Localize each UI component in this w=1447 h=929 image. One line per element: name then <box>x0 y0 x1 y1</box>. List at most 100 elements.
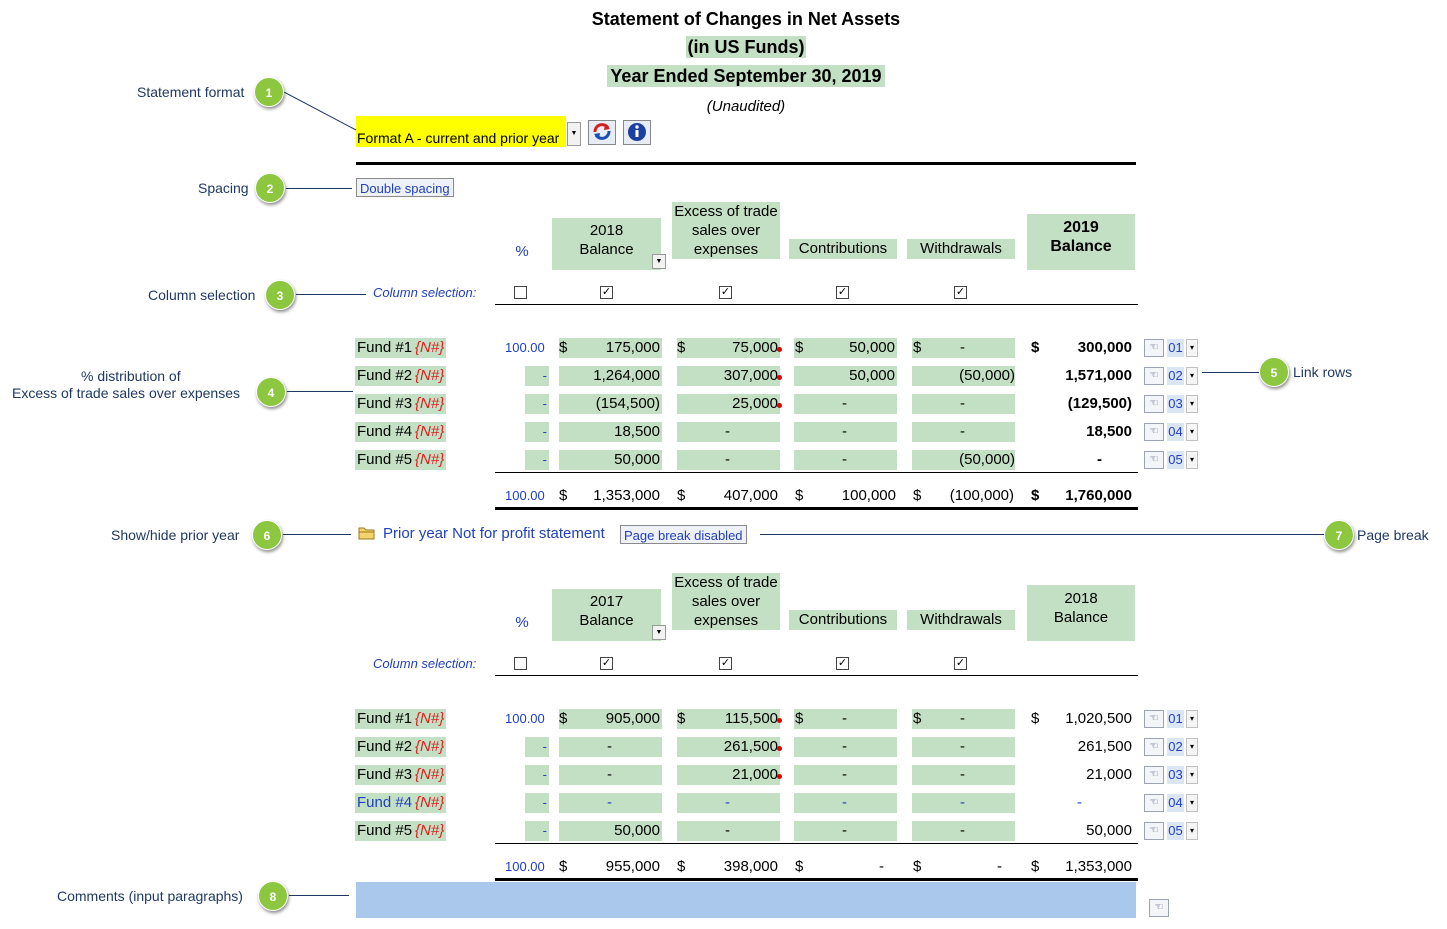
current-pct-cell[interactable]: 100.00 <box>505 340 545 355</box>
prior-link-dropdown[interactable]: ▾ <box>1186 710 1198 728</box>
current-opening-cell[interactable]: 1,264,000 <box>559 366 662 386</box>
current-excess-checkbox[interactable]: ✓ <box>719 286 732 299</box>
current-fund-label[interactable]: Fund #3 {N#} <box>355 394 447 414</box>
current-withdrawals-checkbox[interactable]: ✓ <box>954 286 967 299</box>
current-excess-cell[interactable]: 307,000 <box>677 366 780 386</box>
prior-excess-checkbox[interactable]: ✓ <box>719 657 732 670</box>
prior-fund-label[interactable]: Fund #4 {N#} <box>355 793 447 813</box>
current-withdrawals-cell[interactable]: (50,000) <box>912 450 1015 470</box>
prior-contributions-cell[interactable]: - <box>794 765 897 785</box>
prior-link-button[interactable]: ☜ <box>1144 794 1164 812</box>
current-contributions-cell[interactable]: - <box>794 450 897 470</box>
prior-link-button[interactable]: ☜ <box>1144 710 1164 728</box>
prior-withdrawals-checkbox[interactable]: ✓ <box>954 657 967 670</box>
prior-fund-label[interactable]: Fund #1 {N#} <box>355 709 447 729</box>
current-contributions-cell[interactable]: 50,000 <box>794 366 897 386</box>
current-opening-cell[interactable]: 175,000 <box>559 338 662 358</box>
prior-link-number[interactable]: 01 <box>1167 710 1184 728</box>
prior-link-number[interactable]: 05 <box>1167 822 1184 840</box>
current-link-number[interactable]: 02 <box>1167 367 1184 385</box>
prior-withdrawals-cell[interactable]: - <box>912 793 1015 813</box>
current-contributions-cell[interactable]: 50,000 <box>794 338 897 358</box>
current-pct-checkbox[interactable] <box>514 286 527 299</box>
page-break-button[interactable]: Page break disabled <box>620 525 747 544</box>
prior-link-number[interactable]: 04 <box>1167 794 1184 812</box>
current-link-dropdown[interactable]: ▾ <box>1186 423 1198 441</box>
prior-pct-cell[interactable]: - <box>525 737 549 757</box>
prior-withdrawals-cell[interactable]: - <box>912 737 1015 757</box>
prior-link-dropdown[interactable]: ▾ <box>1186 766 1198 784</box>
prior-opening-cell[interactable]: 50,000 <box>559 821 662 841</box>
comments-link-button[interactable]: ☜ <box>1149 899 1169 917</box>
prior-opening-checkbox[interactable]: ✓ <box>600 657 613 670</box>
prior-excess-cell[interactable]: - <box>677 793 780 813</box>
current-link-button[interactable]: ☜ <box>1144 423 1164 441</box>
current-opening-cell[interactable]: 50,000 <box>559 450 662 470</box>
prior-withdrawals-cell[interactable]: - <box>912 821 1015 841</box>
prior-contributions-cell[interactable]: - <box>794 793 897 813</box>
current-link-dropdown[interactable]: ▾ <box>1186 395 1198 413</box>
current-withdrawals-cell[interactable]: - <box>912 394 1015 414</box>
prior-link-button[interactable]: ☜ <box>1144 822 1164 840</box>
current-fund-label[interactable]: Fund #4 {N#} <box>355 422 447 442</box>
prior-pct-checkbox[interactable] <box>514 657 527 670</box>
current-link-button[interactable]: ☜ <box>1144 339 1164 357</box>
current-excess-cell[interactable]: 25,000 <box>677 394 780 414</box>
current-link-dropdown[interactable]: ▾ <box>1186 367 1198 385</box>
current-excess-cell[interactable]: 75,000 <box>677 338 780 358</box>
current-withdrawals-cell[interactable]: (50,000) <box>912 366 1015 386</box>
current-opening-cell[interactable]: (154,500) <box>559 394 662 414</box>
prior-opening-cell[interactable]: - <box>559 737 662 757</box>
prior-pct-cell[interactable]: - <box>525 821 549 841</box>
prior-link-number[interactable]: 03 <box>1167 766 1184 784</box>
current-link-dropdown[interactable]: ▾ <box>1186 339 1198 357</box>
prior-opening-cell[interactable]: 905,000 <box>559 709 662 729</box>
refresh-button[interactable] <box>588 120 616 145</box>
prior-opening-dropdown[interactable]: ▼ <box>652 625 666 640</box>
current-link-dropdown[interactable]: ▾ <box>1186 451 1198 469</box>
current-withdrawals-cell[interactable]: - <box>912 338 1015 358</box>
prior-contributions-cell[interactable]: - <box>794 737 897 757</box>
current-pct-cell[interactable]: - <box>525 366 549 386</box>
info-button[interactable] <box>623 120 651 145</box>
current-contributions-checkbox[interactable]: ✓ <box>836 286 849 299</box>
prior-pct-cell[interactable]: 100.00 <box>505 711 545 726</box>
current-pct-cell[interactable]: - <box>525 394 549 414</box>
prior-link-dropdown[interactable]: ▾ <box>1186 822 1198 840</box>
spacing-button[interactable]: Double spacing <box>356 178 454 197</box>
prior-fund-label[interactable]: Fund #5 {N#} <box>355 821 447 841</box>
prior-withdrawals-cell[interactable]: - <box>912 765 1015 785</box>
current-link-number[interactable]: 01 <box>1167 339 1184 357</box>
current-link-button[interactable]: ☜ <box>1144 395 1164 413</box>
current-link-button[interactable]: ☜ <box>1144 451 1164 469</box>
prior-link-number[interactable]: 02 <box>1167 738 1184 756</box>
prior-link-dropdown[interactable]: ▾ <box>1186 794 1198 812</box>
current-contributions-cell[interactable]: - <box>794 422 897 442</box>
current-link-number[interactable]: 05 <box>1167 451 1184 469</box>
current-pct-cell[interactable]: - <box>525 422 549 442</box>
current-link-number[interactable]: 04 <box>1167 423 1184 441</box>
current-excess-cell[interactable]: - <box>677 450 780 470</box>
prior-withdrawals-cell[interactable]: - <box>912 709 1015 729</box>
prior-link-button[interactable]: ☜ <box>1144 766 1164 784</box>
comments-input[interactable] <box>356 882 1136 918</box>
current-opening-cell[interactable]: 18,500 <box>559 422 662 442</box>
current-pct-cell[interactable]: - <box>525 450 549 470</box>
current-opening-checkbox[interactable]: ✓ <box>600 286 613 299</box>
prior-excess-cell[interactable]: - <box>677 821 780 841</box>
current-fund-label[interactable]: Fund #1 {N#} <box>355 338 447 358</box>
prior-opening-cell[interactable]: - <box>559 765 662 785</box>
format-select[interactable]: Format A - current and prior year <box>356 116 566 147</box>
prior-pct-cell[interactable]: - <box>525 765 549 785</box>
prior-link-button[interactable]: ☜ <box>1144 738 1164 756</box>
prior-contributions-cell[interactable]: - <box>794 821 897 841</box>
prior-contributions-checkbox[interactable]: ✓ <box>836 657 849 670</box>
prior-excess-cell[interactable]: 261,500 <box>677 737 780 757</box>
prior-excess-cell[interactable]: 21,000 <box>677 765 780 785</box>
current-link-number[interactable]: 03 <box>1167 395 1184 413</box>
current-withdrawals-cell[interactable]: - <box>912 422 1015 442</box>
prior-year-toggle[interactable]: Prior year Not for profit statement <box>383 525 605 542</box>
prior-pct-cell[interactable]: - <box>525 793 549 813</box>
current-excess-cell[interactable]: - <box>677 422 780 442</box>
prior-opening-cell[interactable]: - <box>559 793 662 813</box>
